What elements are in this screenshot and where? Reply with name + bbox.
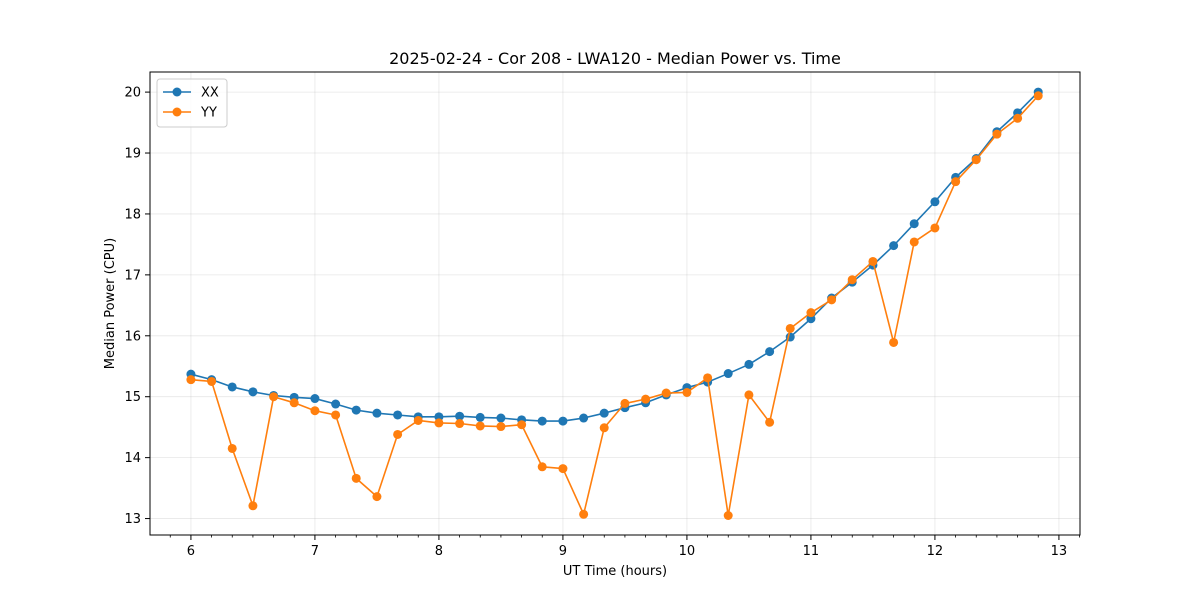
- y-axis-ticks: 13 14 15 16 17 18 19 20: [124, 86, 150, 527]
- data-point-yy: [723, 511, 733, 521]
- data-point-xx: [744, 359, 754, 369]
- data-point-yy: [351, 473, 361, 483]
- data-point-xx: [227, 382, 237, 392]
- data-point-yy: [599, 423, 609, 433]
- data-point-xx: [537, 416, 547, 426]
- data-point-xx: [889, 241, 899, 251]
- data-point-yy: [207, 376, 217, 386]
- data-point-yy: [868, 256, 878, 266]
- y-tick-label: 13: [124, 512, 141, 527]
- series-layer: [186, 87, 1043, 521]
- legend-marker: [172, 107, 182, 117]
- y-tick-label: 18: [124, 207, 141, 222]
- data-point-xx: [248, 387, 258, 397]
- y-axis-label: Median Power (CPU): [103, 238, 118, 369]
- data-point-xx: [331, 399, 341, 409]
- data-point-yy: [661, 388, 671, 398]
- data-point-yy: [434, 418, 444, 428]
- data-point-yy: [393, 429, 403, 439]
- data-point-yy: [951, 177, 961, 187]
- data-point-yy: [847, 275, 857, 285]
- x-tick-label: 6: [187, 544, 195, 559]
- data-point-yy: [765, 417, 775, 427]
- y-tick-label: 20: [124, 86, 141, 101]
- data-point-yy: [1033, 91, 1043, 101]
- y-tick-label: 14: [124, 451, 141, 466]
- data-point-yy: [909, 237, 919, 247]
- y-tick-label: 16: [124, 329, 141, 344]
- legend: XX YY: [156, 78, 228, 128]
- y-tick-label: 19: [124, 147, 141, 162]
- data-point-xx: [909, 219, 919, 229]
- data-point-yy: [579, 509, 589, 519]
- legend-marker: [172, 87, 182, 97]
- x-tick-label: 10: [679, 544, 696, 559]
- x-axis-label: UT Time (hours): [563, 564, 667, 579]
- x-tick-label: 8: [435, 544, 443, 559]
- data-point-yy: [537, 462, 547, 472]
- data-point-yy: [558, 464, 568, 474]
- data-point-yy: [413, 415, 423, 425]
- data-point-yy: [289, 398, 299, 408]
- data-point-yy: [889, 337, 899, 347]
- y-tick-label: 17: [124, 268, 141, 283]
- data-point-yy: [744, 390, 754, 400]
- data-point-yy: [248, 501, 258, 511]
- data-point-yy: [517, 420, 527, 430]
- chart-title: 2025-02-24 - Cor 208 - LWA120 - Median P…: [389, 49, 841, 68]
- data-point-yy: [227, 443, 237, 453]
- x-tick-label: 7: [311, 544, 319, 559]
- data-point-xx: [599, 408, 609, 418]
- data-point-yy: [785, 323, 795, 333]
- legend-item-yy: YY: [163, 106, 217, 121]
- x-tick-label: 13: [1051, 544, 1068, 559]
- y-tick-label: 15: [124, 390, 141, 405]
- data-point-xx: [393, 410, 403, 420]
- data-point-xx: [765, 347, 775, 357]
- data-point-yy: [827, 295, 837, 305]
- data-point-xx: [579, 413, 589, 423]
- data-point-yy: [331, 410, 341, 420]
- data-point-yy: [269, 392, 279, 402]
- data-point-yy: [971, 155, 981, 165]
- data-point-yy: [682, 387, 692, 397]
- data-point-xx: [310, 394, 320, 404]
- legend-label: YY: [200, 106, 217, 121]
- series-yy: [186, 91, 1043, 521]
- data-point-xx: [372, 408, 382, 418]
- data-point-yy: [992, 129, 1002, 139]
- data-point-xx: [723, 369, 733, 379]
- data-point-yy: [703, 373, 713, 383]
- data-point-yy: [372, 492, 382, 502]
- x-axis-ticks: 6 7 8 9 10 11 12 13: [169, 535, 1080, 559]
- data-point-xx: [558, 416, 568, 426]
- data-point-yy: [475, 421, 485, 431]
- x-tick-label: 12: [927, 544, 944, 559]
- grid-lines: [150, 72, 1080, 535]
- legend-items: XX YY: [163, 86, 219, 121]
- data-point-xx: [930, 197, 940, 207]
- data-point-yy: [496, 422, 506, 432]
- data-point-xx: [475, 412, 485, 422]
- data-point-yy: [455, 419, 465, 429]
- x-tick-label: 9: [559, 544, 567, 559]
- data-point-yy: [186, 375, 196, 385]
- data-point-yy: [310, 406, 320, 416]
- data-point-yy: [806, 308, 816, 318]
- data-point-yy: [620, 398, 630, 408]
- legend-item-xx: XX: [163, 86, 219, 101]
- legend-label: XX: [201, 86, 219, 101]
- data-point-xx: [496, 413, 506, 423]
- x-tick-label: 11: [803, 544, 820, 559]
- data-point-xx: [455, 411, 465, 421]
- data-point-xx: [351, 405, 361, 415]
- data-point-yy: [930, 223, 940, 233]
- data-point-yy: [641, 394, 651, 404]
- axes-frame: [149, 71, 1081, 536]
- data-point-yy: [1013, 113, 1023, 123]
